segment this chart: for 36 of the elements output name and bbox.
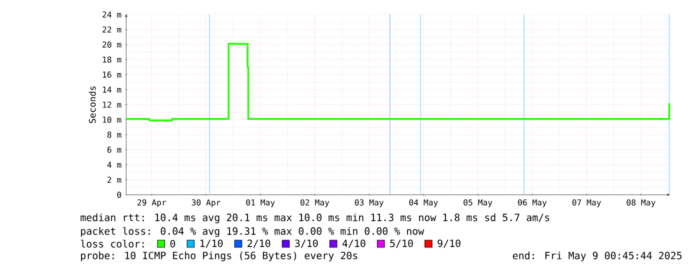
x-tick-label: 02 May xyxy=(300,199,330,208)
x-tick-label: 29 Apr xyxy=(138,199,166,208)
y-tick-label: 12 m xyxy=(102,102,122,108)
x-tick-label: 07 May xyxy=(572,199,601,208)
text: median rtt: 10.4 ms avg 20.1 ms max 10.0 ms min 11.3 ms now 1.8 ms sd 5.7 am/s xyxy=(80,213,550,224)
legend-label: 3/10 xyxy=(295,240,318,248)
x-tick-label: 03 May xyxy=(354,199,384,208)
legend-label: 9/10 xyxy=(438,240,460,248)
x-tick-label: 01 May xyxy=(246,199,275,208)
y-tick-label: 2 m xyxy=(108,176,122,183)
y-tick-label: 24 m xyxy=(102,11,122,18)
y-tick-label: 14 m xyxy=(102,86,122,93)
y-axis-title: Seconds xyxy=(88,86,96,124)
y-tick-label: 20 m xyxy=(102,41,122,48)
legend-label: 4/10 xyxy=(342,240,366,248)
text: packet loss: 0.04 % avg 19.31 % max 0.00 % min 0.00 % now xyxy=(81,227,424,237)
y-tick-label: 18 m xyxy=(102,56,122,63)
y-tick-label: 22 m xyxy=(102,26,122,32)
x-tick-label: 30 Apr xyxy=(192,199,220,208)
text: end: Fri May 9 00:45:44 2025 xyxy=(512,252,682,262)
y-tick-label: 8 m xyxy=(107,132,122,138)
x-tick-label: 04 May xyxy=(409,199,438,208)
y-tick-label: 0 xyxy=(117,192,122,198)
text: loss color: xyxy=(80,240,144,248)
x-tick-label: 06 May xyxy=(518,199,547,208)
y-tick-label: 16 m xyxy=(102,71,122,78)
legend-label: 0 xyxy=(170,240,176,248)
x-tick-label: 08 May xyxy=(626,199,656,208)
legend-label: 1/10 xyxy=(200,240,223,248)
legend-label: 2/10 xyxy=(248,240,270,248)
x-tick-label: 05 May xyxy=(464,199,492,208)
legend-label: 5/10 xyxy=(390,240,413,248)
y-tick-label: 4 m xyxy=(107,162,122,168)
y-tick-label: 10 m xyxy=(102,116,122,123)
y-tick-label: 6 m xyxy=(107,146,122,153)
text: probe: 10 ICMP Echo Pings (56 Bytes) every 20s xyxy=(81,252,358,262)
